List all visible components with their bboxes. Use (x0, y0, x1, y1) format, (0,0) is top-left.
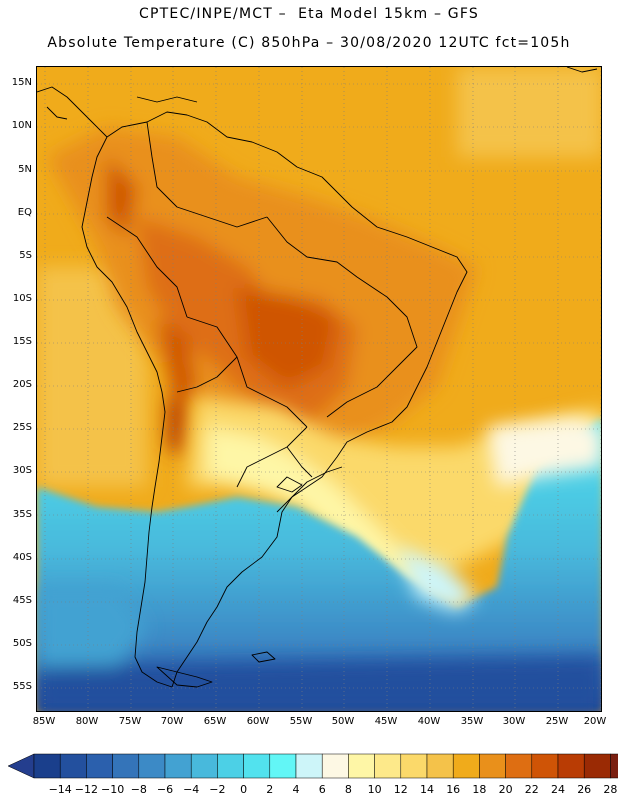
coastlines (37, 67, 598, 688)
colorbar-label: 14 (420, 783, 434, 796)
lat-label-40s: 40S (12, 552, 32, 563)
colorbar-box (321, 753, 349, 779)
colorbar-box (33, 753, 61, 779)
colorbar-box (557, 753, 585, 779)
lon-label-25w: 25W (545, 716, 569, 727)
colorbar-label: −12 (74, 783, 98, 796)
colorbar-label: 26 (577, 783, 592, 796)
lat-label-15s: 15S (12, 336, 32, 347)
colorbar-label: −8 (130, 783, 147, 796)
colorbar-box (138, 753, 166, 779)
colorbar-box (400, 753, 428, 779)
temperature-map (36, 66, 602, 712)
colorbar-box (243, 753, 271, 779)
colorbar-label: 20 (498, 783, 513, 796)
lon-label-65w: 65W (203, 716, 227, 727)
colorbar-label: 28 (603, 783, 618, 796)
colorbar-label: −14 (48, 783, 72, 796)
lat-label-30s: 30S (12, 465, 32, 476)
colorbar-label: 4 (292, 783, 300, 796)
colorbar-label: 12 (393, 783, 408, 796)
colorbar-box (531, 753, 559, 779)
lat-label-25s: 25S (12, 422, 32, 433)
lat-label-15n: 15N (11, 77, 32, 88)
lon-label-75w: 75W (118, 716, 142, 727)
lon-label-55w: 55W (289, 716, 313, 727)
colorbar-box (217, 753, 244, 779)
colorbar-label: 8 (344, 783, 352, 796)
colorbar-label: 22 (524, 783, 539, 796)
colorbar-box (505, 753, 533, 779)
land-warm-field (47, 127, 477, 457)
colorbar-box (112, 753, 140, 779)
colorbar-label: 2 (266, 783, 274, 796)
colorbar-box (583, 753, 611, 779)
lat-label-55s: 55S (12, 681, 32, 692)
title-line-1: CPTEC/INPE/MCT – Eta Model 15km – GFS (139, 6, 479, 22)
colorbar-box (295, 753, 323, 779)
colorbar-label: 16 (446, 783, 461, 796)
colorbar-box (610, 753, 618, 779)
lon-label-70w: 70W (160, 716, 184, 727)
colorbar-box (190, 753, 218, 779)
lon-label-30w: 30W (502, 716, 526, 727)
lat-label-20s: 20S (12, 379, 32, 390)
colorbar-box (479, 753, 506, 779)
lat-label-eq: EQ (17, 207, 32, 218)
colorbar-box (348, 753, 375, 779)
lat-label-35s: 35S (12, 509, 32, 520)
lon-label-45w: 45W (374, 716, 398, 727)
lat-label-5n: 5N (18, 164, 32, 175)
title-line-2: Absolute Temperature (C) 850hPa – 30/08/… (47, 35, 571, 51)
colorbar-label: 24 (551, 783, 565, 796)
colorbar-label: −6 (156, 783, 174, 796)
colorbar-label: −4 (183, 783, 200, 796)
lon-label-40w: 40W (417, 716, 441, 727)
colorbar-box (374, 753, 402, 779)
lat-label-10s: 10S (12, 293, 32, 304)
colorbar-box (426, 753, 454, 779)
colorbar-label: 18 (472, 783, 487, 796)
colorbar-box (269, 753, 297, 779)
colorbar-under-arrow (7, 753, 35, 779)
lon-label-85w: 85W (32, 716, 56, 727)
colorbar-label: −2 (209, 783, 226, 796)
lat-label-50s: 50S (12, 638, 32, 649)
colorbar-box (164, 753, 192, 779)
lon-label-35w: 35W (460, 716, 484, 727)
colorbar-label: 0 (240, 783, 248, 796)
lon-label-60w: 60W (246, 716, 270, 727)
colorbar-label: 6 (318, 783, 326, 796)
lat-label-5s: 5S (19, 250, 32, 261)
colorbar-box (452, 753, 480, 779)
lon-label-20w: 20W (583, 716, 607, 727)
lat-label-10n: 10N (11, 120, 32, 131)
colorbar-box (86, 753, 113, 779)
lat-label-45s: 45S (12, 595, 32, 606)
lon-label-80w: 80W (75, 716, 99, 727)
colorbar-box (59, 753, 87, 779)
colorbar (7, 753, 618, 779)
lon-label-50w: 50W (331, 716, 355, 727)
colorbar-label: 10 (367, 783, 382, 796)
colorbar-label: −10 (100, 783, 125, 796)
